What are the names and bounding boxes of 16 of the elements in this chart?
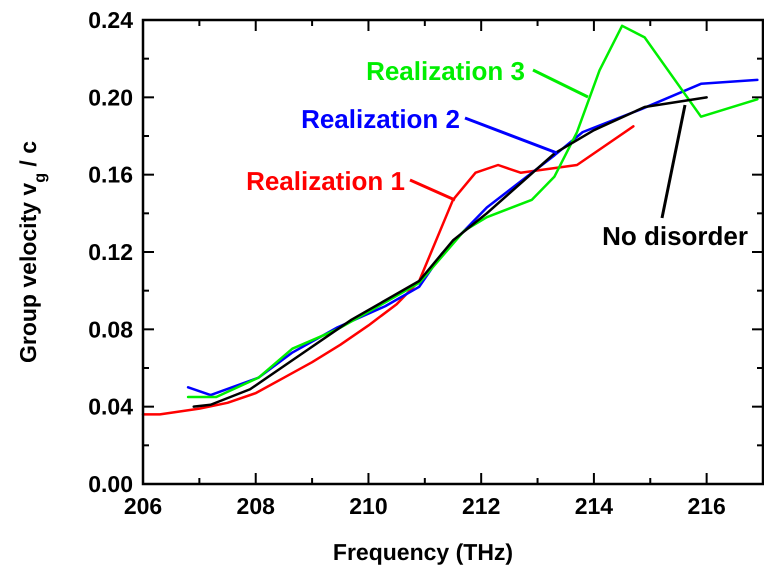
y-tick-label: 0.04 [88,394,134,420]
x-tick-label: 208 [236,493,276,519]
y-tick-label: 0.24 [88,7,134,33]
legend-label: Realization 2 [301,104,460,134]
legend-label: Realization 1 [246,166,405,196]
y-tick-label: 0.16 [88,162,133,188]
legend-label: Realization 3 [366,56,525,86]
x-tick-label: 216 [687,493,726,519]
y-tick-label: 0.12 [88,239,133,265]
x-axis-title: Frequency (THz) [332,539,514,565]
x-tick-label: 212 [462,493,500,519]
y-tick-label: 0.08 [88,316,134,342]
legend-label: No disorder [602,221,748,251]
x-tick-label: 210 [349,493,388,519]
x-tick-label: 214 [574,493,614,519]
y-tick-label: 0.20 [88,84,133,110]
